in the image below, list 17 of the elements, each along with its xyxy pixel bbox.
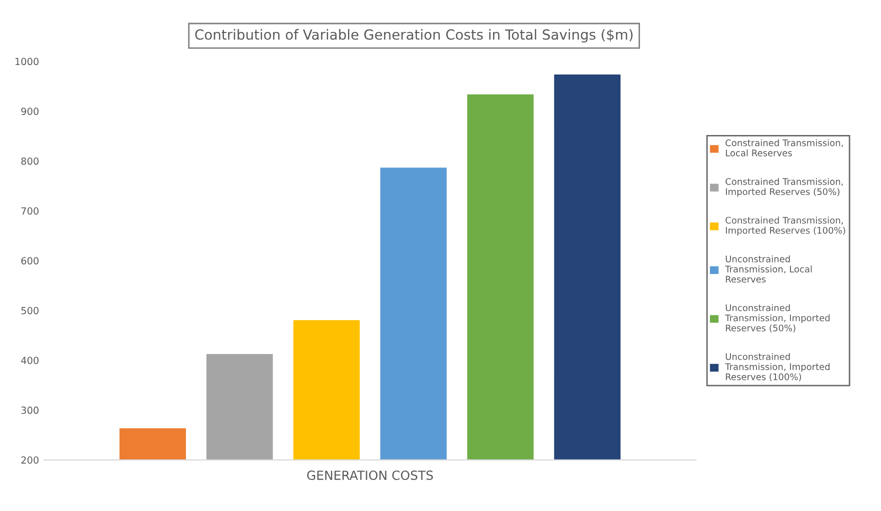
y-tick-label: 1000: [16, 58, 39, 66]
y-tick-label: 900: [21, 108, 39, 115]
y-tick-label: 400: [21, 356, 39, 364]
legend-label: Constrained Transmission, Imported Reserves (50%): [726, 178, 843, 197]
y-tick-label: 700: [21, 207, 39, 215]
chart-title: Contribution of Variable Generation Costs in Total Savings ($m): [195, 29, 633, 42]
legend-label: Unconstrained Transmission, Imported Reserves (50%): [725, 304, 830, 332]
y-tick-label: 500: [21, 306, 39, 314]
legend-label: Unconstrained Transmission, Local Reserves: [725, 255, 812, 283]
x-axis-title: GENERATION COSTS: [307, 470, 433, 480]
legend-label: Constrained Transmission, Imported Reserves (100%): [726, 216, 846, 236]
y-tick-label: 800: [21, 157, 39, 165]
y-tick-label: 600: [21, 257, 39, 264]
y-tick-label: 300: [21, 406, 39, 414]
y-tick-label: 200: [21, 456, 39, 464]
legend-label: Unconstrained Transmission, Imported Reserves (100%): [725, 353, 830, 382]
legend-label: Constrained Transmission, Local Reserves: [726, 139, 843, 156]
